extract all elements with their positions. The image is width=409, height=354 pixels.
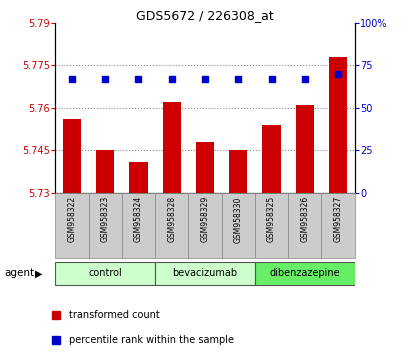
Bar [55, 262, 155, 285]
Bar [63, 119, 81, 193]
Bar [155, 262, 254, 285]
Text: GSM958325: GSM958325 [266, 196, 275, 242]
Bar [121, 193, 155, 258]
Bar [155, 193, 188, 258]
Bar [288, 193, 321, 258]
Text: percentile rank within the sample: percentile rank within the sample [69, 335, 233, 344]
Text: GSM958330: GSM958330 [233, 196, 242, 242]
Bar [229, 150, 247, 193]
Bar [88, 193, 121, 258]
Bar [162, 102, 180, 193]
Bar [196, 142, 213, 193]
Text: control: control [88, 268, 122, 279]
Text: GSM958326: GSM958326 [299, 196, 308, 242]
Text: GSM958329: GSM958329 [200, 196, 209, 242]
Text: dibenzazepine: dibenzazepine [269, 268, 339, 279]
Text: agent: agent [4, 268, 34, 279]
Text: transformed count: transformed count [69, 310, 159, 320]
Text: ▶: ▶ [35, 268, 42, 279]
Bar [188, 193, 221, 258]
Bar [129, 162, 147, 193]
Text: GSM958323: GSM958323 [101, 196, 110, 242]
Bar [295, 105, 313, 193]
Text: GSM958327: GSM958327 [333, 196, 342, 242]
Text: GSM958324: GSM958324 [134, 196, 143, 242]
Bar [328, 57, 346, 193]
Bar [254, 262, 354, 285]
Text: GSM958328: GSM958328 [167, 196, 176, 242]
Bar [221, 193, 254, 258]
Bar [55, 193, 88, 258]
Bar [321, 193, 354, 258]
Text: bevacizumab: bevacizumab [172, 268, 237, 279]
Title: GDS5672 / 226308_at: GDS5672 / 226308_at [136, 9, 273, 22]
Bar [96, 150, 114, 193]
Text: GSM958322: GSM958322 [67, 196, 76, 242]
Bar [262, 125, 280, 193]
Bar [254, 193, 288, 258]
